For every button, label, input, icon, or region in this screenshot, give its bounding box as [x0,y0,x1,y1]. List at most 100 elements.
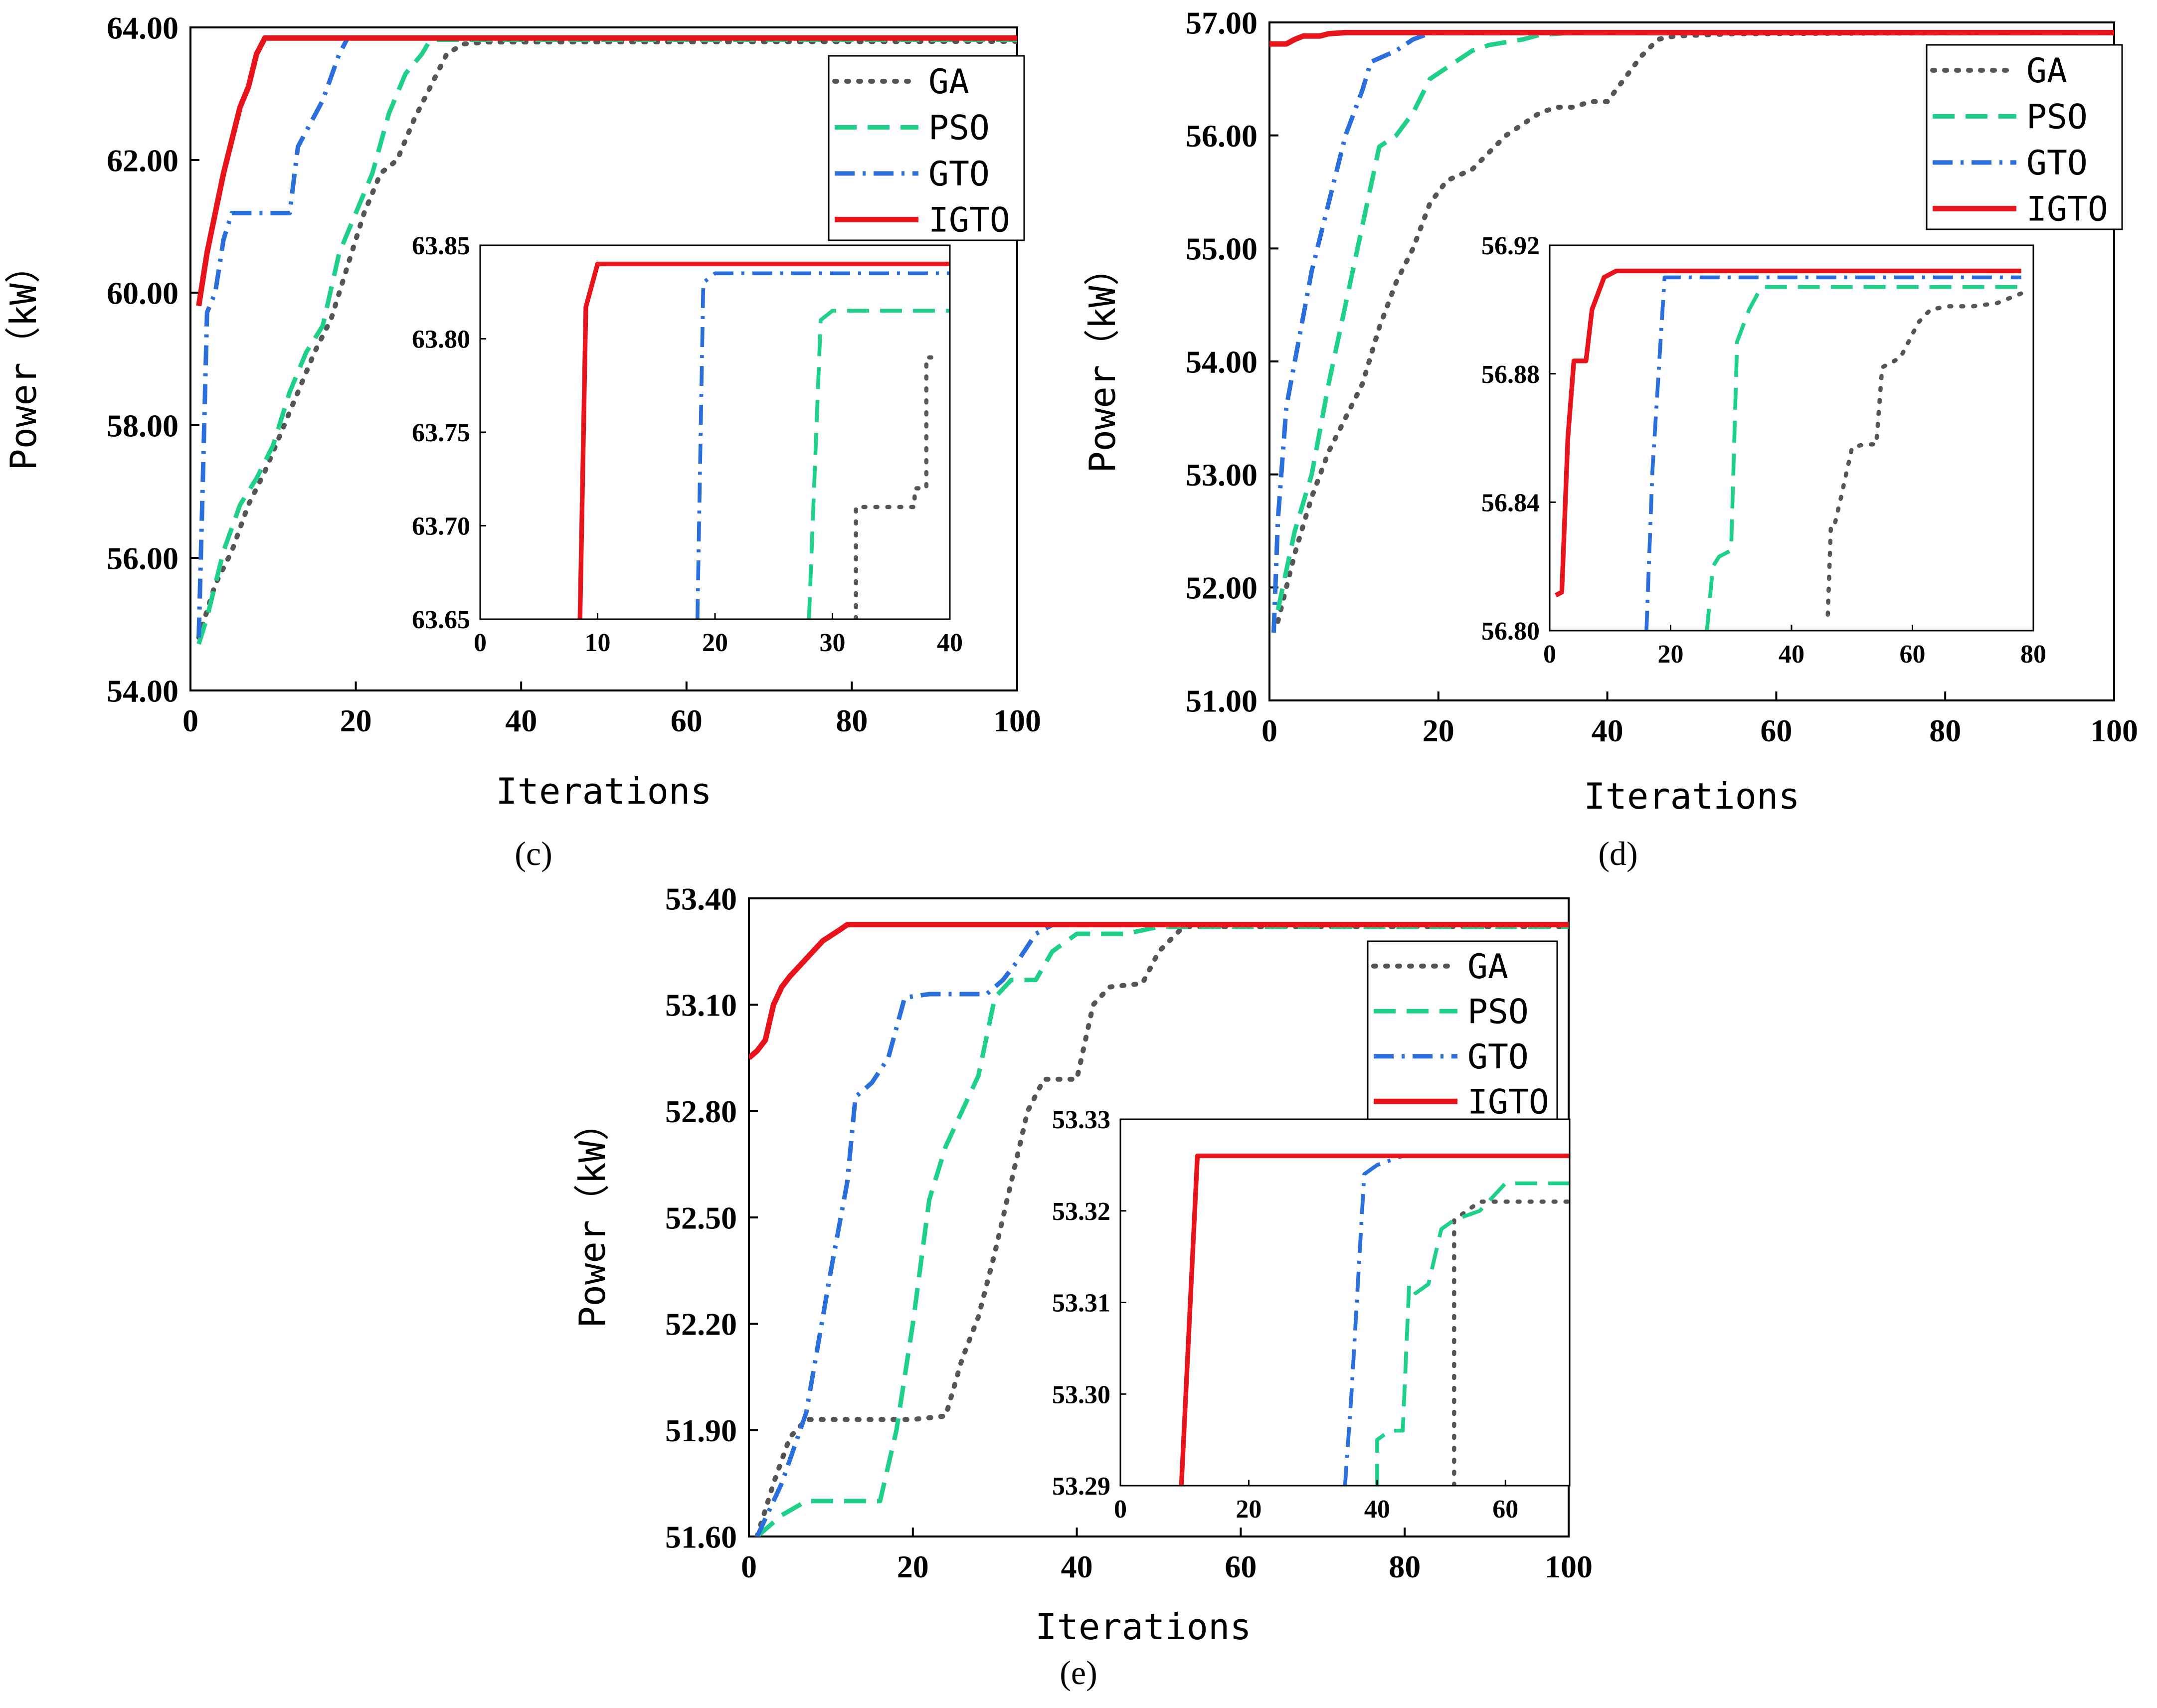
chart-d-x-tick-label: 0 [1261,713,1277,748]
chart-d-inset-x-tick-label: 60 [1900,640,1926,669]
chart-panel-e: 0 20 40 60 80 100 51.60 51.90 52.20 52.50 52.80 53.… [571,881,1593,1692]
chart-e-inset-x-tick-label: 20 [1236,1495,1261,1524]
chart-e-inset-x-tick-label: 60 [1492,1495,1518,1524]
chart-c-series-group [196,35,1017,645]
chart-d-x-axis-title: Iterations [1584,775,1799,817]
chart-c-inset-series-ga [854,355,940,619]
chart-e-caption: (e) [1060,1654,1097,1692]
legend-box [1367,940,1558,1123]
legend-label-igto: IGTO [2026,189,2108,229]
inset-background [1120,1119,1570,1486]
chart-e-y-tick-label: 51.90 [665,1413,737,1448]
chart-e-inset-y-tick-label: 53.31 [1052,1289,1110,1318]
chart-c-x-axis-title: Iterations [496,770,712,812]
chart-c-inset-x-tick-label: 0 [474,629,487,657]
chart-d-legend: GA PSO GTO IGTO [1926,44,2123,230]
chart-c-inset-series-igto [577,261,950,619]
chart-panel-c: 0 20 40 60 80 10054.0056.0058.0060.0062.0064.… [2,10,1041,872]
chart-d-series-igto [1269,29,2114,47]
chart-d-inset-x-tick-label: 80 [2020,640,2046,669]
chart-c-series-ga [196,38,1017,640]
chart-e-series-gto [755,922,1569,1537]
chart-c-inset-series-gto [695,271,950,619]
chart-e-inset-y-tick-label: 53.32 [1052,1197,1110,1226]
chart-d-inset-series-group [1554,268,2024,631]
chart-e-y-axis-title: Power（kW） [571,1105,613,1328]
chart-e-x-tick-label: 60 [1225,1549,1257,1584]
chart-c-series-igto [196,35,1017,307]
chart-c-inset-y-tick-label: 63.70 [412,512,470,541]
legend-label-pso: PSO [2026,97,2088,137]
chart-d-y-tick-label: 53.00 [1186,457,1258,493]
chart-c-legend: GA PSO GTO IGTO [828,55,1025,241]
inset-background [1550,245,2033,631]
chart-c-x-tick-label: 80 [836,703,868,738]
chart-c-series-pso [196,37,1017,645]
chart-d-inset-series-ga [1825,291,2024,617]
inset-background [480,245,950,619]
chart-c-y-axis-title: Power（kW） [2,247,44,470]
chart-e-x-tick-label: 0 [741,1549,757,1584]
chart-c-inset-x-tick-label: 40 [937,629,963,657]
chart-d-inset-y-tick-label: 56.92 [1481,232,1540,260]
chart-c-y-tick-label: 64.00 [107,10,179,45]
chart-d-x-tick-label: 100 [2090,713,2138,748]
chart-e-inset-series-group [1179,1153,1570,1486]
chart-c-x-tick-label: 60 [671,703,703,738]
chart-d-inset-x-tick-label: 40 [1779,640,1804,669]
chart-e-y-tick-label: 52.20 [665,1307,737,1342]
legend-label-pso: PSO [1467,992,1529,1031]
chart-e-y-tick-label: 53.10 [665,988,737,1023]
legend-label-ga: GA [1467,947,1508,987]
chart-c-inset-series-pso [807,309,950,619]
chart-d-y-tick-label: 54.00 [1186,344,1258,379]
chart-d-y-tick-label: 51.00 [1186,683,1258,718]
chart-e-y-tick-label: 52.50 [665,1200,737,1235]
chart-d-series-pso [1275,31,2114,611]
chart-d-series-ga [1275,30,2114,624]
chart-d-y-tick-label: 56.00 [1186,118,1258,154]
chart-d-x-tick-label: 60 [1760,713,1792,748]
chart-c-inset-y-tick-label: 63.80 [412,326,470,354]
legend-box [1926,44,2123,230]
chart-c-y-tick-label: 56.00 [107,540,179,576]
chart-d-inset-series-pso [1705,285,2021,631]
chart-c-y-tick-label: 60.00 [107,275,179,311]
chart-c-inset-series-group [577,261,950,619]
chart-e-series-group [749,922,1569,1537]
chart-c-inset-y-tick-label: 63.65 [412,606,470,634]
chart-e-inset-series-ga [1452,1199,1570,1486]
chart-d-inset: 0 20 40 60 80 56.80 56.84 56.88 56.92 [1481,232,2046,669]
chart-e-inset-series-gto [1343,1154,1570,1486]
chart-e-y-tick-label: 51.60 [665,1519,737,1554]
chart-e-legend: GA PSO GTO IGTO [1367,940,1558,1123]
chart-c-y-tick-label: 58.00 [107,408,179,443]
chart-e-inset-y-tick-label: 53.30 [1052,1380,1110,1409]
chart-d-caption: (d) [1598,835,1637,872]
chart-c-inset-y-tick-label: 63.75 [412,419,470,447]
chart-c-caption: (c) [515,835,552,872]
legend-label-gto: GTO [928,155,990,194]
chart-d-inset-series-igto [1554,268,2021,598]
chart-d-y-tick-label: 57.00 [1186,5,1258,40]
chart-c-x-tick-label: 100 [993,703,1041,738]
legend-box [828,55,1025,241]
chart-c-x-tick-label: 20 [340,703,372,738]
chart-d-inset-series-gto [1644,275,2021,631]
chart-d-inset-x-tick-label: 20 [1658,640,1684,669]
chart-e-y-tick-label: 52.80 [665,1094,737,1129]
chart-e-x-tick-label: 100 [1545,1549,1593,1584]
chart-d-series-group [1269,29,2114,633]
chart-e-inset-x-tick-label: 0 [1114,1495,1127,1524]
legend-label-ga: GA [2026,51,2067,91]
chart-d-y-tick-label: 55.00 [1186,231,1258,267]
chart-d-inset-y-tick-label: 56.88 [1481,360,1540,389]
chart-c-series-gto [196,36,1017,638]
chart-c-inset: 0 10 20 30 40 63.65 63.70 63.75 63.80 63.85 [412,232,963,657]
chart-c-axes-frame [189,26,1018,691]
chart-e-inset-y-tick-label: 53.29 [1052,1472,1110,1501]
chart-c-x-tick-label: 0 [182,703,198,738]
legend-label-ga: GA [928,62,969,102]
legend-label-igto: IGTO [928,200,1010,240]
